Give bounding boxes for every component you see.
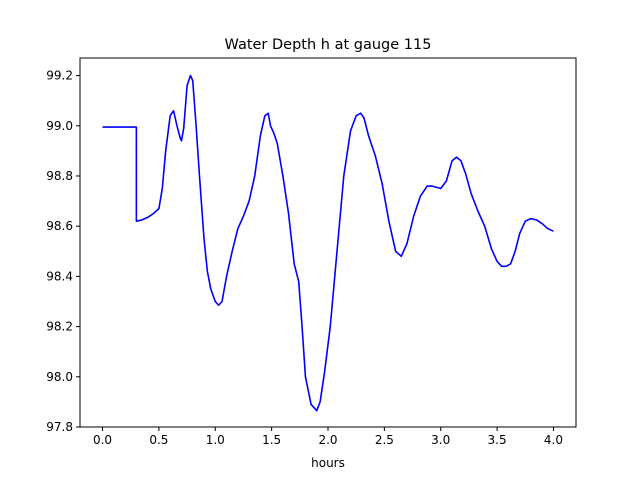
x-axis: 0.0 0.5 1.0 1.5 2.0 2.5 3.0 3.5 4.0 bbox=[93, 427, 563, 447]
x-tick-label: 2.5 bbox=[375, 433, 394, 447]
series-line-0 bbox=[102, 74, 554, 412]
y-tick-label: 99.2 bbox=[46, 69, 73, 83]
axes-frame bbox=[79, 57, 577, 428]
y-tick-label: 97.8 bbox=[46, 420, 73, 434]
y-tick-label: 99.0 bbox=[46, 119, 73, 133]
y-axis: 97.8 98.0 98.2 98.4 98.6 98.8 99.0 99.2 bbox=[46, 69, 80, 434]
x-tick-label: 0.5 bbox=[149, 433, 168, 447]
x-axis-label: hours bbox=[311, 456, 345, 470]
x-tick-label: 0.0 bbox=[93, 433, 112, 447]
y-tick-label: 98.4 bbox=[46, 269, 73, 283]
y-tick-label: 98.0 bbox=[46, 370, 73, 384]
x-tick-label: 2.0 bbox=[318, 433, 337, 447]
y-tick-label: 98.8 bbox=[46, 169, 73, 183]
y-tick-label: 98.2 bbox=[46, 320, 73, 334]
plot-area bbox=[102, 74, 554, 412]
x-tick-label: 3.5 bbox=[488, 433, 507, 447]
x-tick-label: 3.0 bbox=[431, 433, 450, 447]
x-tick-label: 1.0 bbox=[206, 433, 225, 447]
x-tick-label: 4.0 bbox=[544, 433, 563, 447]
x-tick-label: 1.5 bbox=[262, 433, 281, 447]
y-tick-label: 98.6 bbox=[46, 219, 73, 233]
chart-title: Water Depth h at gauge 115 bbox=[225, 37, 432, 53]
